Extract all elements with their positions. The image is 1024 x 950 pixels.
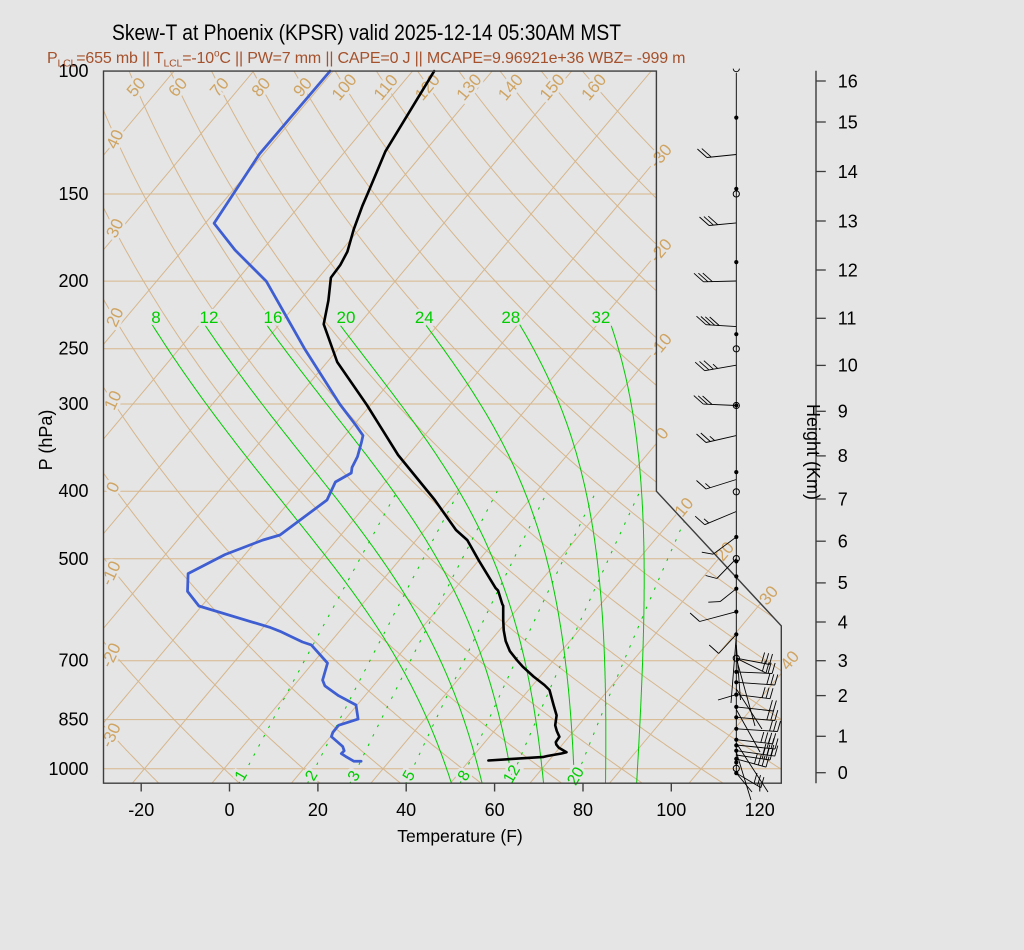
svg-text:0: 0: [838, 763, 848, 783]
svg-text:6: 6: [838, 532, 848, 552]
svg-text:200: 200: [58, 271, 88, 291]
svg-text:11: 11: [838, 309, 857, 329]
svg-text:20: 20: [308, 800, 328, 820]
svg-text:16: 16: [264, 308, 283, 327]
svg-text:13: 13: [838, 211, 858, 231]
svg-text:20: 20: [564, 764, 588, 788]
svg-text:1000: 1000: [48, 759, 88, 779]
svg-text:32: 32: [591, 308, 610, 327]
svg-text:8: 8: [838, 446, 848, 466]
svg-text:60: 60: [485, 800, 505, 820]
svg-text:100: 100: [58, 61, 88, 81]
svg-text:Height (Km): Height (Km): [803, 404, 823, 500]
svg-text:P (hPa): P (hPa): [36, 410, 56, 471]
svg-text:12: 12: [200, 308, 219, 327]
svg-text:1: 1: [838, 727, 848, 747]
svg-text:40: 40: [396, 800, 416, 820]
svg-text:10: 10: [838, 356, 858, 376]
svg-text:20: 20: [337, 308, 356, 327]
svg-text:700: 700: [58, 651, 88, 671]
svg-text:80: 80: [573, 800, 593, 820]
svg-text:14: 14: [838, 162, 858, 182]
svg-text:16: 16: [838, 71, 858, 91]
svg-text:Temperature (F): Temperature (F): [397, 826, 522, 846]
svg-text:8: 8: [151, 308, 160, 327]
svg-text:28: 28: [501, 308, 520, 327]
svg-text:7: 7: [838, 489, 848, 509]
svg-text:4: 4: [838, 612, 848, 632]
svg-text:9: 9: [838, 402, 848, 422]
svg-text:850: 850: [58, 710, 88, 730]
svg-text:3: 3: [838, 651, 848, 671]
svg-text:28: 28: [501, 308, 520, 327]
svg-text:24: 24: [415, 308, 434, 327]
svg-text:5: 5: [838, 573, 848, 593]
svg-text:20: 20: [337, 308, 356, 327]
svg-text:500: 500: [58, 549, 88, 569]
svg-text:120: 120: [745, 800, 775, 820]
svg-text:8: 8: [151, 308, 160, 327]
svg-text:250: 250: [58, 339, 88, 359]
svg-text:150: 150: [58, 184, 88, 204]
svg-text:2: 2: [838, 686, 848, 706]
svg-text:32: 32: [591, 308, 610, 327]
svg-text:Skew-T at Phoenix (KPSR) valid: Skew-T at Phoenix (KPSR) valid 2025-12-1…: [112, 20, 621, 45]
svg-text:15: 15: [838, 112, 858, 132]
svg-text:100: 100: [656, 800, 686, 820]
svg-text:12: 12: [200, 308, 219, 327]
svg-text:300: 300: [58, 394, 88, 414]
svg-text:12: 12: [500, 762, 524, 786]
svg-text:24: 24: [415, 308, 434, 327]
svg-text:12: 12: [838, 260, 858, 280]
svg-text:0: 0: [224, 800, 234, 820]
svg-text:400: 400: [58, 481, 88, 501]
svg-text:PLCL=655 mb || TLCL=-10oC || P: PLCL=655 mb || TLCL=-10oC || PW=7 mm || …: [47, 49, 685, 70]
svg-text:-20: -20: [128, 800, 154, 820]
